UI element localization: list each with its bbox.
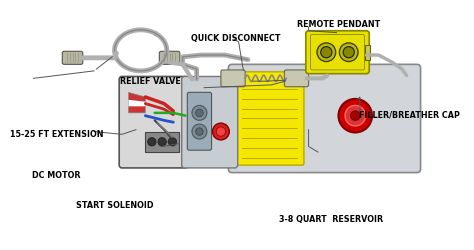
Circle shape — [192, 124, 207, 139]
Circle shape — [321, 46, 332, 58]
Text: START SOLENOID: START SOLENOID — [76, 201, 154, 210]
FancyBboxPatch shape — [159, 51, 180, 64]
FancyBboxPatch shape — [221, 70, 245, 87]
Circle shape — [317, 43, 336, 62]
FancyBboxPatch shape — [119, 76, 188, 168]
Circle shape — [216, 127, 226, 136]
Text: DC MOTOR: DC MOTOR — [32, 171, 80, 180]
Text: 15-25 FT EXTENSION: 15-25 FT EXTENSION — [9, 130, 103, 139]
Bar — [146, 132, 179, 152]
Circle shape — [351, 111, 360, 120]
Circle shape — [196, 109, 203, 116]
Text: RELIEF VALVE: RELIEF VALVE — [120, 77, 181, 86]
FancyBboxPatch shape — [228, 64, 420, 172]
Text: REMOTE PENDANT: REMOTE PENDANT — [297, 20, 380, 29]
Circle shape — [339, 43, 358, 62]
Circle shape — [196, 128, 203, 135]
FancyBboxPatch shape — [187, 92, 211, 150]
Circle shape — [345, 106, 365, 126]
Bar — [365, 45, 370, 60]
FancyBboxPatch shape — [237, 72, 304, 165]
Circle shape — [192, 106, 207, 120]
Text: QUICK DISCONNECT: QUICK DISCONNECT — [191, 34, 280, 43]
Text: FILLER/BREATHER CAP: FILLER/BREATHER CAP — [359, 110, 460, 119]
FancyBboxPatch shape — [284, 70, 309, 87]
FancyBboxPatch shape — [306, 31, 369, 74]
Circle shape — [212, 123, 229, 140]
Polygon shape — [128, 100, 146, 106]
FancyBboxPatch shape — [310, 34, 365, 70]
Text: 3-8 QUART  RESERVOIR: 3-8 QUART RESERVOIR — [279, 215, 383, 224]
Circle shape — [343, 46, 355, 58]
Polygon shape — [128, 92, 146, 113]
Circle shape — [338, 99, 372, 132]
Circle shape — [158, 138, 166, 146]
FancyBboxPatch shape — [62, 51, 83, 64]
Circle shape — [147, 138, 156, 146]
FancyBboxPatch shape — [182, 76, 237, 168]
Circle shape — [168, 138, 177, 146]
